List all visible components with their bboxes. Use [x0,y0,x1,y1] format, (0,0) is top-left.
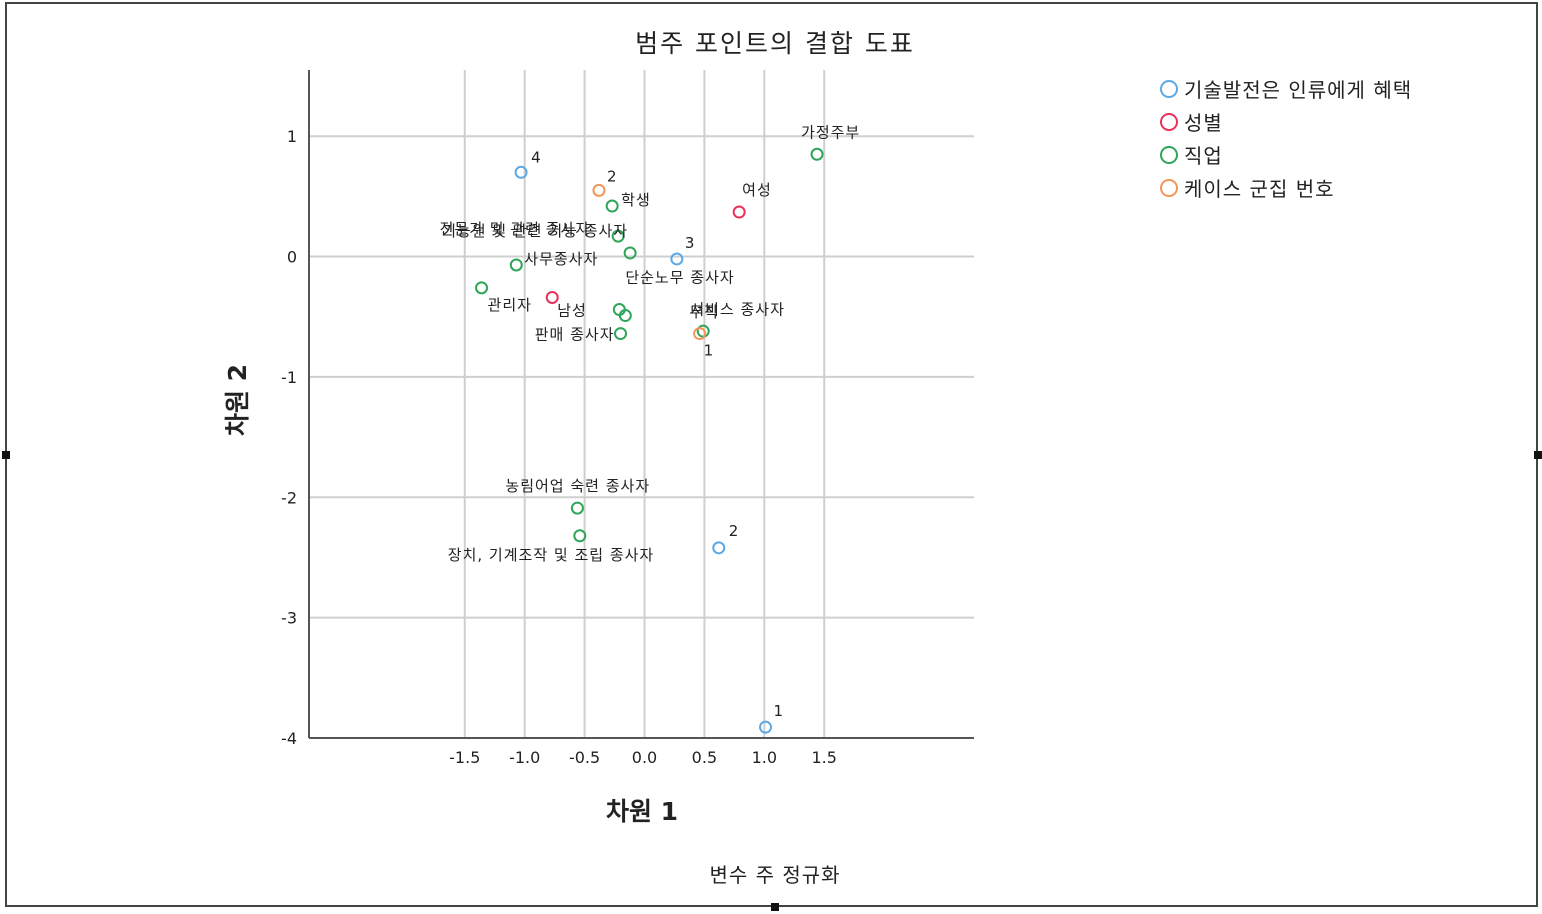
y-tick-label: -2 [281,488,297,507]
point-label-cluster: 2 [607,167,618,185]
legend-item-occupation: 직업 [1160,138,1412,171]
point-occupation [618,309,632,323]
x-tick-label: 0.0 [632,748,657,767]
x-tick-label: 1.5 [811,748,836,767]
point-label-occupation: 무직 [689,303,719,321]
point-occupation [509,258,523,272]
legend: 기술발전은 인류에게 혜택 성별 직업 케이스 군집 번호 [1160,72,1412,204]
point-label-benefit: 1 [774,702,785,720]
point-cluster [592,183,606,197]
point-benefit [712,541,726,555]
point-label-gender: 남성 [557,301,587,319]
point-label-occupation: 장치, 기계조작 및 조립 종사자 [448,546,654,564]
point-occupation [605,199,619,213]
point-occupation [614,327,628,341]
y-tick-labels: 1 0 -1 -2 -3 -4 [281,127,297,748]
point-occupation [810,147,824,161]
legend-label-gender: 성별 [1184,111,1223,135]
point-label-occupation: 기능원 및 관련 기능 종사자 [442,222,628,240]
point-label-cluster: 1 [704,342,715,360]
point-label-benefit: 3 [685,234,696,252]
y-tick-label: -4 [281,729,297,748]
resize-handle-bottom[interactable] [771,903,779,911]
y-axis-label: 차원 2 [223,364,252,436]
y-tick-label: 1 [287,127,297,146]
legend-marker-gender [1160,112,1178,131]
point-label-occupation: 관리자 [488,296,532,314]
legend-label-benefit: 기술발전은 인류에게 혜택 [1184,78,1413,102]
x-tick-label: -1.0 [509,748,540,767]
point-benefit [759,720,773,734]
point-occupation [573,529,587,543]
point-label-occupation: 전문가 및 관련 종사자 [440,220,591,238]
x-tick-labels: -1.5 -1.0 -0.5 0.0 0.5 1.0 1.5 [449,748,837,767]
resize-handle-left[interactable] [2,451,10,459]
legend-label-occupation: 직업 [1184,144,1223,168]
point-occupation [611,229,625,243]
y-tick-label: -1 [281,368,297,387]
point-benefit [670,252,684,266]
y-tick-label: 0 [287,248,297,267]
point-gender [732,205,746,219]
resize-handle-right[interactable] [1534,451,1542,459]
legend-marker-benefit [1160,79,1178,98]
legend-item-cluster: 케이스 군집 번호 [1160,171,1412,204]
point-benefit [514,165,528,179]
grid-lines [309,70,974,739]
x-tick-label: -1.5 [449,748,480,767]
x-axis-label: 차원 1 [606,797,678,826]
legend-label-cluster: 케이스 군집 번호 [1184,177,1335,201]
x-tick-label: -0.5 [569,748,600,767]
point-occupation [475,281,489,295]
legend-item-gender: 성별 [1160,105,1412,138]
legend-marker-cluster [1160,178,1178,197]
point-label-occupation: 가정주부 [801,123,860,141]
y-tick-label: -3 [281,609,297,628]
point-label-benefit: 2 [729,522,740,540]
point-occupation [570,501,584,515]
point-label-occupation: 농림어업 숙련 종사자 [505,477,650,495]
axes [308,70,974,739]
point-label-occupation: 학생 [621,191,651,209]
point-occupation [623,246,637,260]
point-label-benefit: 4 [531,148,542,166]
point-gender [545,290,559,304]
point-label-occupation: 서비스 종사자 [690,301,785,319]
point-label-occupation: 판매 종사자 [535,326,615,344]
point-cluster [693,327,707,341]
x-tick-label: 0.5 [692,748,717,767]
legend-item-benefit: 기술발전은 인류에게 혜택 [1160,72,1412,105]
footnote: 변수 주 정규화 [709,863,840,887]
data-points [475,147,824,734]
x-tick-label: 1.0 [752,748,777,767]
point-label-occupation: 단순노무 종사자 [625,269,734,287]
point-label-occupation: 사무종사자 [524,250,598,268]
chart-title: 범주 포인트의 결합 도표 [635,29,915,58]
point-label-gender: 여성 [742,181,772,199]
legend-marker-occupation [1160,145,1178,164]
